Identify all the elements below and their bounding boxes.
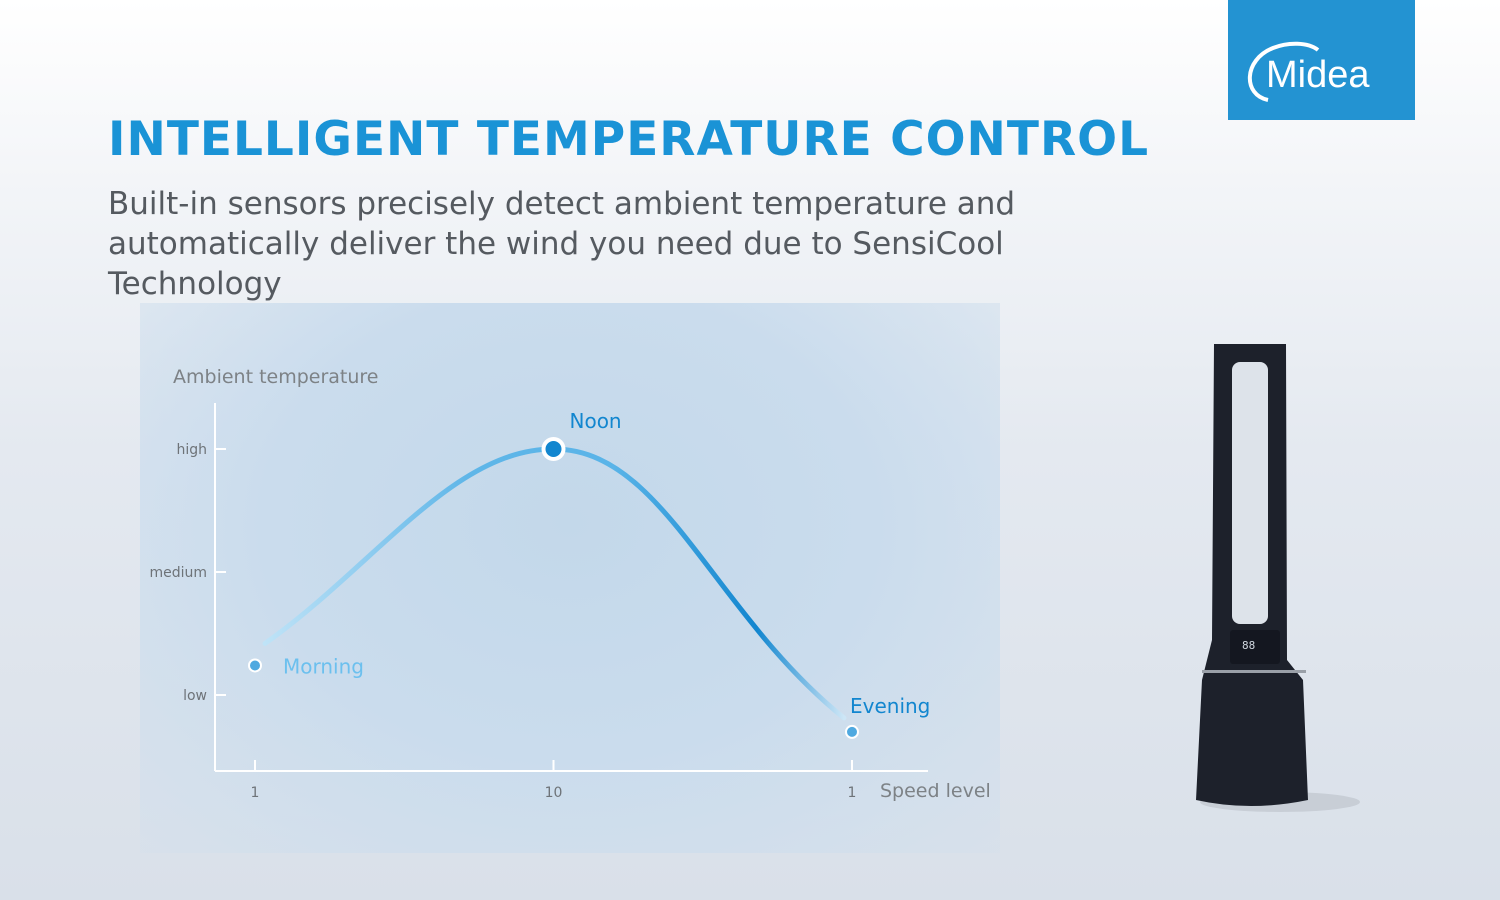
midea-logo: Midea <box>1228 0 1415 120</box>
point-label: Noon <box>570 409 622 433</box>
data-point-evening <box>847 726 857 737</box>
fan-display: 88 <box>1242 639 1255 652</box>
chart-background <box>140 303 1000 853</box>
y-tick-label: medium <box>149 565 207 581</box>
logo-text: Midea <box>1266 54 1370 96</box>
x-axis-label: Speed level <box>880 780 991 802</box>
y-tick-label: low <box>183 688 207 704</box>
data-point-morning <box>250 660 260 671</box>
x-tick-label: 1 <box>251 785 260 801</box>
data-point-noon <box>545 441 562 457</box>
page-title: INTELLIGENT TEMPERATURE CONTROL <box>108 112 1150 167</box>
page-subtitle: Built-in sensors precisely detect ambien… <box>108 186 1016 302</box>
y-axis-label: Ambient temperature <box>173 366 379 388</box>
x-tick-label: 1 <box>848 785 857 801</box>
y-tick-label: high <box>176 442 207 458</box>
logo-swoosh-icon <box>1247 41 1320 102</box>
point-label: Evening <box>850 694 930 718</box>
x-tick-label: 10 <box>545 785 563 801</box>
bladeless-fan-image: 88 <box>1190 340 1360 820</box>
point-label: Morning <box>283 654 364 678</box>
